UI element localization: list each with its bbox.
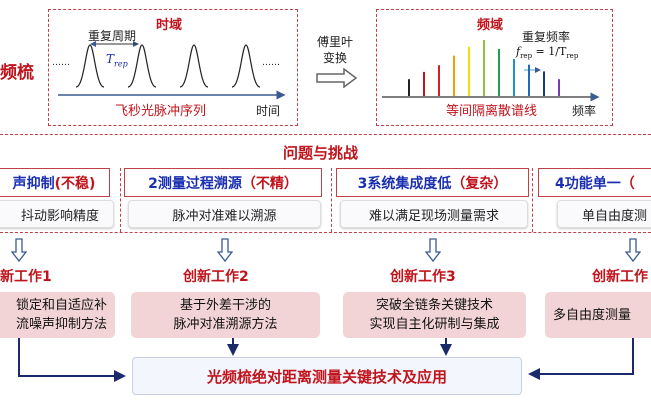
- freq-domain-box: [376, 9, 613, 126]
- col-divider: [331, 168, 332, 232]
- innovation-title-4: 创新工作: [592, 269, 648, 285]
- result-label: 光频梳绝对距离测量关键技术及应用: [206, 367, 447, 386]
- challenge-desc-4: 单自由度测: [557, 200, 651, 228]
- innovation-title-2: 创新工作2: [183, 269, 249, 285]
- connectors: [18, 338, 634, 382]
- down-arrow-icon: [625, 238, 641, 262]
- innovation-title-3: 创新工作3: [390, 269, 456, 285]
- challenges-bottom-divider: [0, 232, 651, 233]
- transform-arrow-icon: [316, 68, 358, 88]
- result-box: 光频梳绝对距离测量关键技术及应用: [132, 357, 522, 395]
- time-axis-label: 时间: [256, 104, 281, 118]
- col-divider: [120, 168, 121, 232]
- freq-domain-title: 频域: [477, 18, 504, 33]
- dots-left: ……: [52, 58, 70, 68]
- innovation-box-3: 突破全链条关键技术 实现自主化研制与集成: [343, 292, 526, 338]
- col-divider: [532, 168, 533, 232]
- pulse-train: [58, 41, 286, 100]
- innovation-title-1: 新工作1: [0, 269, 52, 285]
- challenges-top-divider: [0, 134, 651, 135]
- challenges-title: 问题与挑战: [283, 144, 359, 162]
- spectrum: [382, 40, 600, 102]
- innovation-box-1: 锁定和自适应补 流噪声抑制方法: [0, 292, 115, 338]
- challenge-desc-3: 难以满足现场测量需求: [340, 200, 528, 228]
- dots-right: ……: [262, 58, 280, 68]
- down-arrow-icon: [217, 238, 233, 262]
- period-symbol: Trep: [106, 52, 128, 69]
- challenge-desc-1: 抖动影响精度: [0, 200, 114, 228]
- period-label: 重复周期: [88, 29, 137, 43]
- time-domain-title: 时域: [156, 18, 183, 33]
- challenge-title-3: 3系统集成度低 （复杂）: [336, 168, 529, 197]
- challenge-desc-2: 脉冲对准难以溯源: [128, 200, 321, 228]
- lines-label: 等间隔离散谱线: [446, 104, 538, 119]
- challenge-title-2: 2测量过程溯源 （不精）: [124, 168, 322, 197]
- time-domain-box: [48, 9, 298, 126]
- left-label: 频梳: [0, 63, 34, 83]
- freq-axis-label: 频率: [572, 104, 597, 118]
- challenge-title-1: 声抑制 (不稳): [0, 168, 110, 197]
- down-arrow-icon: [425, 238, 441, 262]
- rate-formula: frep = 1/Trep: [516, 45, 579, 61]
- sequence-label: 飞秒光脉冲序列: [115, 104, 207, 119]
- challenge-title-4: 4功能单一（: [538, 168, 651, 197]
- innovation-box-2: 基于外差干涉的 脉冲对准溯源方法: [131, 292, 320, 338]
- down-arrow-icon: [11, 238, 27, 262]
- rate-label: 重复频率: [522, 30, 571, 44]
- transform-label: 傅里叶 变换: [317, 35, 354, 65]
- innovation-box-4: 多自由度测量: [545, 292, 651, 338]
